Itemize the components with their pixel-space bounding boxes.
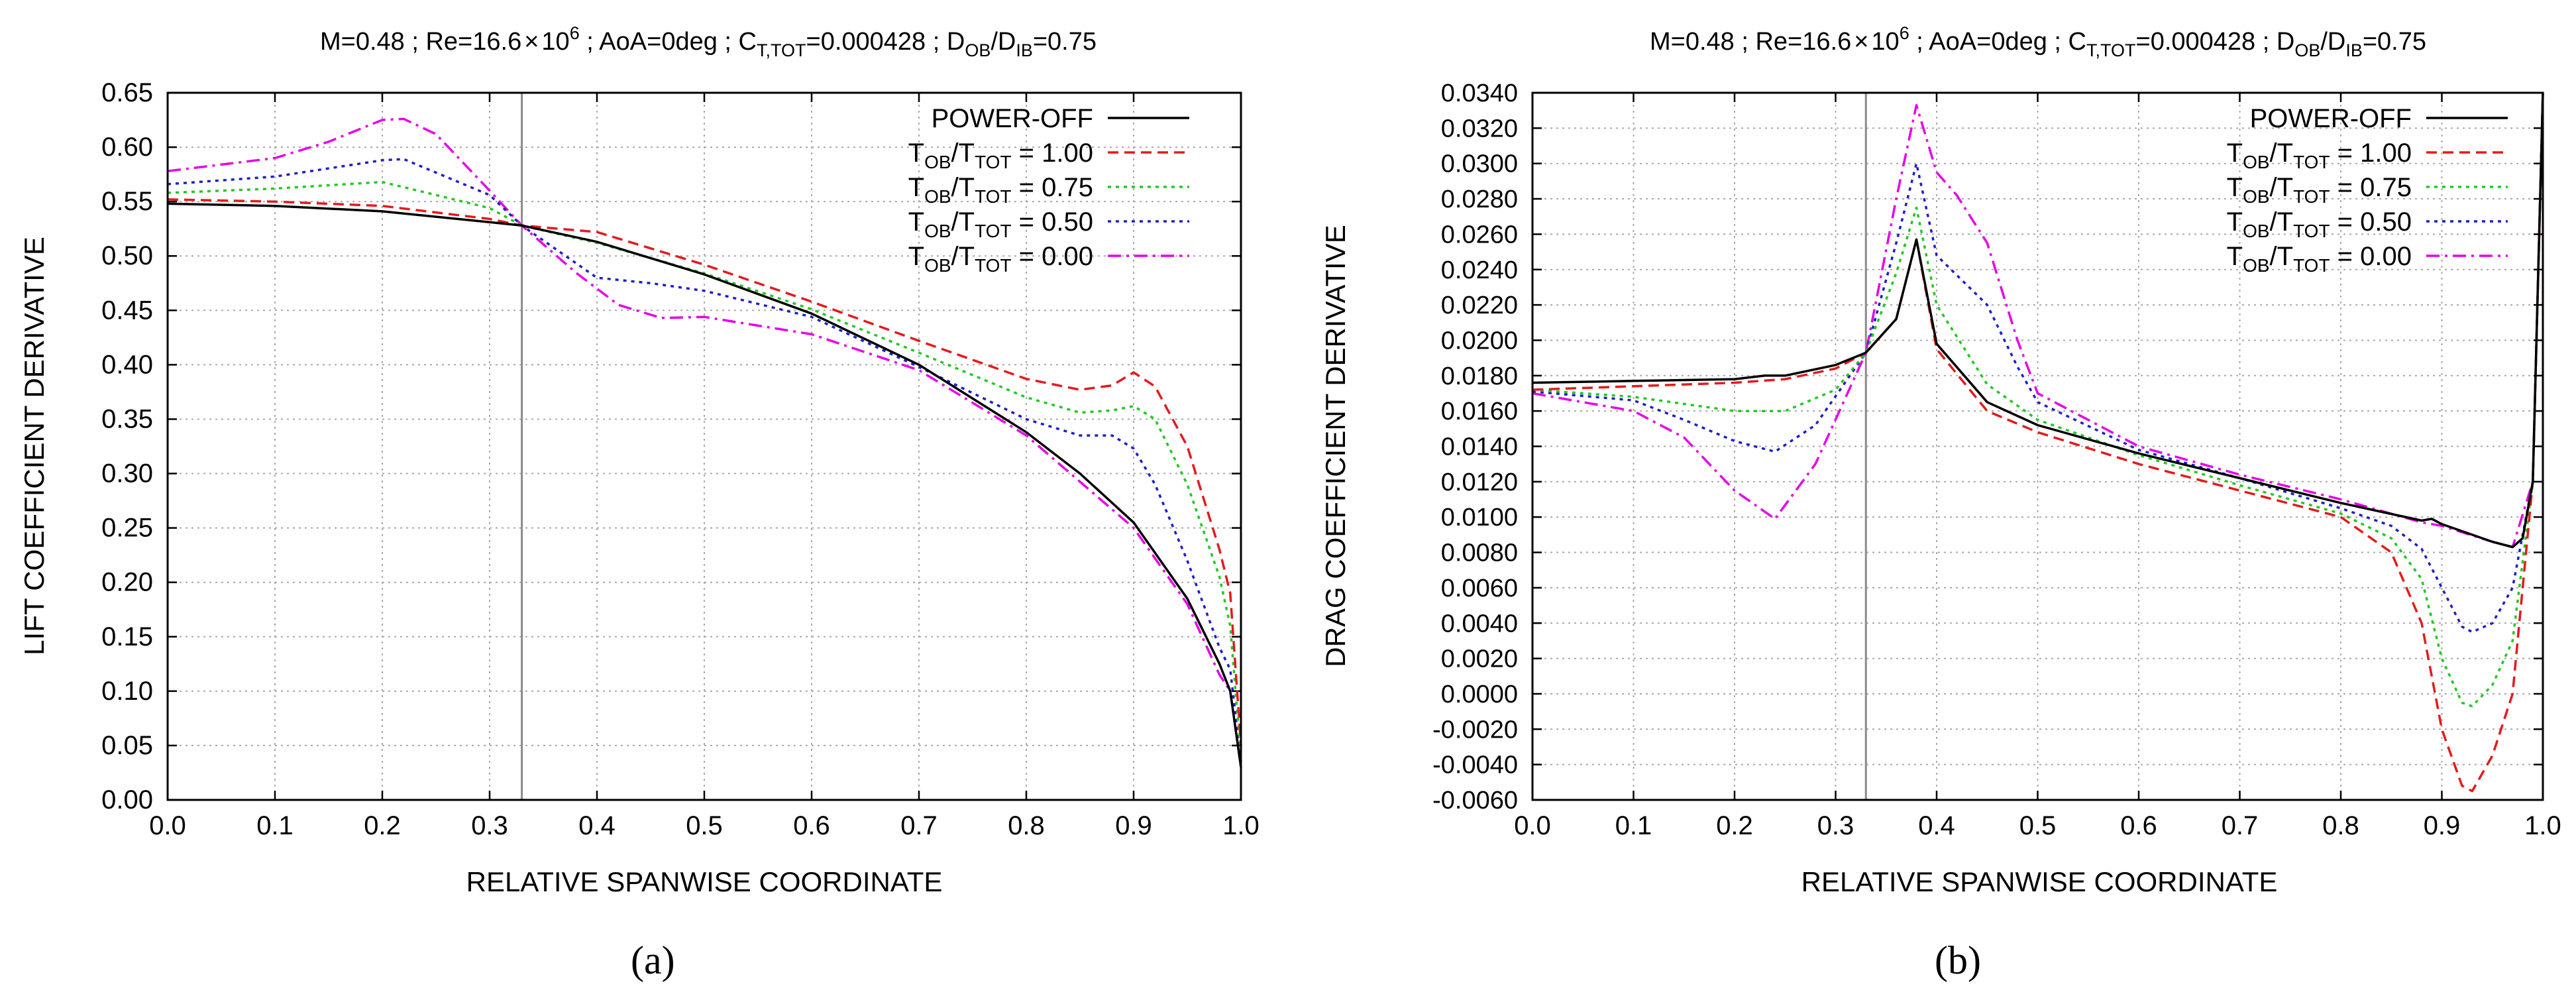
x-tick-label: 0.9 bbox=[2424, 811, 2461, 840]
drag-series bbox=[1532, 92, 2544, 793]
series-line bbox=[167, 198, 1242, 746]
series-line bbox=[167, 202, 1242, 768]
x-tick-label: 0.4 bbox=[578, 811, 616, 840]
y-tick-label: -0.0020 bbox=[1432, 716, 1518, 744]
legend-label: TOB/TTOT = 0.75 bbox=[908, 173, 1093, 207]
x-tick-label: 0.3 bbox=[1817, 811, 1854, 840]
x-tick-label: 0.8 bbox=[1008, 811, 1045, 840]
lift-series bbox=[167, 117, 1242, 768]
y-tick-label: 0.15 bbox=[101, 622, 153, 651]
y-tick-label: 0.25 bbox=[101, 514, 153, 543]
series-line bbox=[1532, 92, 2544, 549]
x-tick-label: 1.0 bbox=[1222, 811, 1260, 840]
lift-x-axis-label: RELATIVE SPANWISE COORDINATE bbox=[466, 866, 943, 897]
y-tick-label: 0.0060 bbox=[1441, 575, 1518, 602]
x-tick-label: 0.9 bbox=[1115, 811, 1152, 840]
y-tick-label: 0.30 bbox=[101, 459, 153, 488]
legend-label: TOB/TTOT = 0.50 bbox=[2227, 207, 2412, 241]
y-tick-label: 0.50 bbox=[101, 241, 153, 270]
legend-label: TOB/TTOT = 1.00 bbox=[2227, 139, 2412, 172]
legend-label: TOB/TTOT = 0.00 bbox=[2227, 242, 2412, 276]
y-tick-label: -0.0060 bbox=[1432, 787, 1518, 814]
lift-tick-labels: 0.0 0.1 0.2 0.3 0.4 0.5 0.6 0.7 0.8 0.9 1.0 0.00 0.0… bbox=[101, 78, 1260, 840]
y-tick-label: 0.55 bbox=[101, 187, 153, 216]
panel-label-a: (a) bbox=[631, 938, 675, 982]
x-tick-label: 0.5 bbox=[686, 811, 723, 840]
y-tick-label: 0.0140 bbox=[1441, 433, 1518, 461]
y-tick-label: 0.60 bbox=[101, 133, 153, 162]
lift-chart-title: M=0.48 ; Re=16.6 × 106 ; AoA=0deg ; CT,TOT… bbox=[320, 23, 1097, 60]
y-tick-label: 0.0040 bbox=[1441, 610, 1518, 638]
panel-label-b: (b) bbox=[1935, 938, 1981, 982]
x-tick-label: 0.5 bbox=[2019, 811, 2057, 840]
drag-chart: M=0.48 ; Re=16.6 × 106 ; AoA=0deg ; CT,TOT… bbox=[1320, 23, 2561, 897]
drag-gridlines bbox=[1531, 91, 2544, 801]
legend-label: TOB/TTOT = 0.00 bbox=[908, 242, 1093, 276]
x-tick-label: 0.8 bbox=[2322, 811, 2359, 840]
series-line bbox=[1532, 92, 2544, 634]
y-tick-label: 0.0280 bbox=[1441, 186, 1518, 213]
lift-y-axis-label: LIFT COEFFICIENT DERIVATIVE bbox=[19, 237, 50, 655]
drag-x-axis-label: RELATIVE SPANWISE COORDINATE bbox=[1801, 866, 2278, 897]
x-tick-label: 0.0 bbox=[1514, 811, 1551, 840]
drag-plot-frame bbox=[1531, 91, 2544, 801]
x-tick-label: 0.0 bbox=[149, 811, 186, 840]
x-tick-label: 0.2 bbox=[1716, 811, 1753, 840]
x-tick-label: 0.1 bbox=[256, 811, 294, 840]
y-tick-label: 0.0240 bbox=[1441, 256, 1518, 284]
y-tick-label: 0.0340 bbox=[1441, 80, 1518, 107]
y-tick-label: 0.0220 bbox=[1441, 292, 1518, 319]
series-line bbox=[1532, 92, 2544, 793]
y-tick-label: 0.35 bbox=[101, 404, 153, 433]
legend-label: TOB/TTOT = 0.50 bbox=[908, 207, 1093, 241]
x-tick-label: 1.0 bbox=[2524, 811, 2561, 840]
legend-label: TOB/TTOT = 0.75 bbox=[2227, 173, 2412, 207]
y-tick-label: 0.0000 bbox=[1441, 681, 1518, 708]
x-tick-label: 0.6 bbox=[793, 811, 830, 840]
y-tick-label: 0.10 bbox=[101, 677, 153, 706]
y-tick-label: 0.0320 bbox=[1441, 115, 1518, 142]
x-tick-label: 0.1 bbox=[1615, 811, 1652, 840]
drag-y-axis-label: DRAG COEFFICIENT DERIVATIVE bbox=[1320, 225, 1351, 667]
legend-label: POWER-OFF bbox=[2250, 104, 2412, 133]
y-tick-label: 0.20 bbox=[101, 568, 153, 597]
lift-plot-frame bbox=[166, 91, 1242, 801]
y-tick-label: 0.0180 bbox=[1441, 363, 1518, 390]
drag-chart-title: M=0.48 ; Re=16.6 × 106 ; AoA=0deg ; CT,TOT… bbox=[1650, 23, 2426, 60]
x-tick-label: 0.6 bbox=[2120, 811, 2157, 840]
y-tick-label: 0.65 bbox=[101, 78, 153, 107]
lift-chart: M=0.48 ; Re=16.6 × 106 ; AoA=0deg ; CT,TOT… bbox=[19, 23, 1260, 897]
y-tick-label: 0.0020 bbox=[1441, 645, 1518, 673]
y-tick-label: 0.0160 bbox=[1441, 398, 1518, 425]
x-tick-label: 0.4 bbox=[1918, 811, 1955, 840]
y-tick-label: 0.40 bbox=[101, 350, 153, 379]
x-tick-label: 0.2 bbox=[364, 811, 401, 840]
lift-gridlines bbox=[166, 91, 1242, 801]
y-tick-label: 0.0260 bbox=[1441, 221, 1518, 249]
legend-label: POWER-OFF bbox=[932, 104, 1093, 133]
x-tick-label: 0.7 bbox=[900, 811, 938, 840]
y-tick-label: 0.0120 bbox=[1441, 469, 1518, 496]
y-tick-label: -0.0040 bbox=[1432, 752, 1518, 779]
y-tick-label: 0.0080 bbox=[1441, 539, 1518, 567]
y-tick-label: 0.00 bbox=[101, 785, 153, 814]
series-line bbox=[167, 158, 1242, 762]
x-tick-label: 0.7 bbox=[2222, 811, 2259, 840]
x-tick-label: 0.3 bbox=[471, 811, 508, 840]
legend-label: TOB/TTOT = 1.00 bbox=[908, 139, 1093, 172]
y-tick-label: 0.0300 bbox=[1441, 150, 1518, 178]
y-tick-label: 0.45 bbox=[101, 296, 153, 325]
y-tick-label: 0.05 bbox=[101, 731, 153, 760]
series-line bbox=[167, 180, 1242, 757]
y-tick-label: 0.0100 bbox=[1441, 504, 1518, 532]
y-tick-label: 0.0200 bbox=[1441, 327, 1518, 355]
drag-tick-labels: 0.0 0.1 0.2 0.3 0.4 0.5 0.6 0.7 0.8 0.9 1.0 -0.0060… bbox=[1432, 80, 2561, 840]
